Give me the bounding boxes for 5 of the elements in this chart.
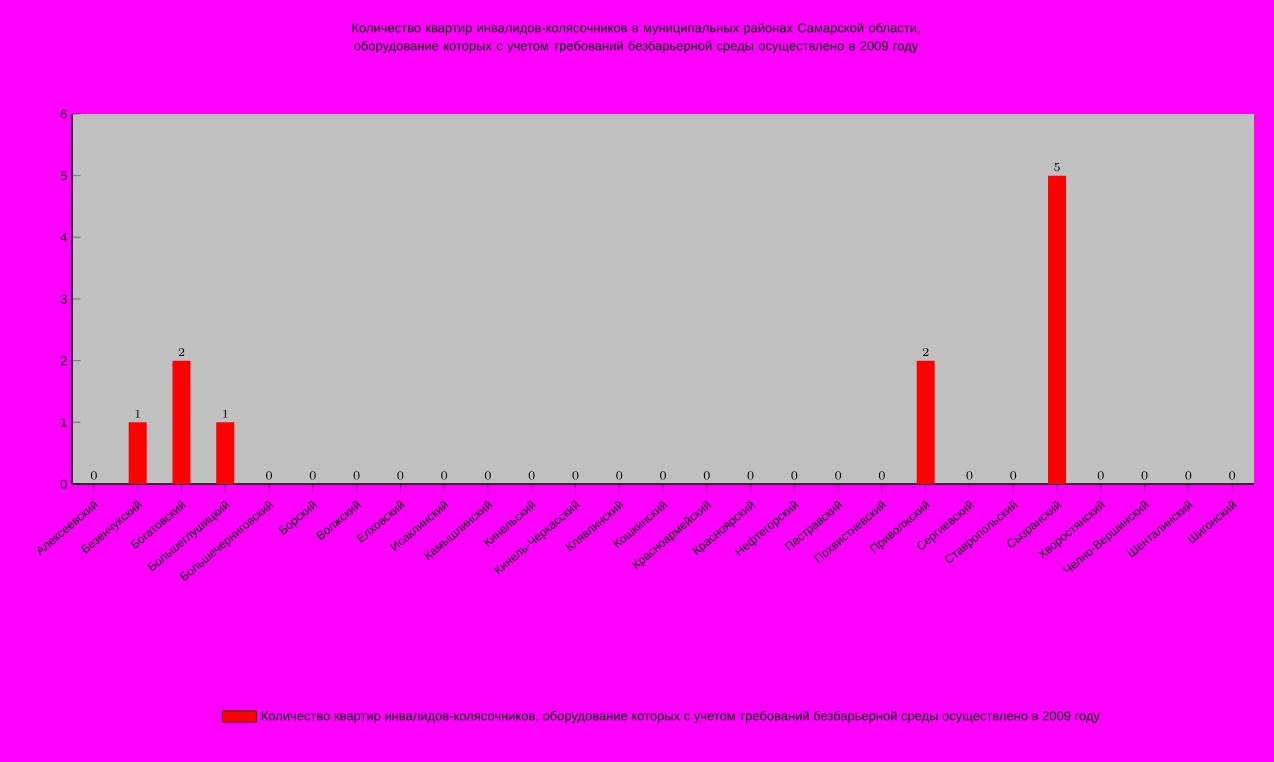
bar — [1048, 175, 1067, 484]
bar — [216, 422, 235, 484]
bar — [128, 422, 147, 484]
bar — [172, 360, 191, 484]
bar — [916, 360, 935, 484]
